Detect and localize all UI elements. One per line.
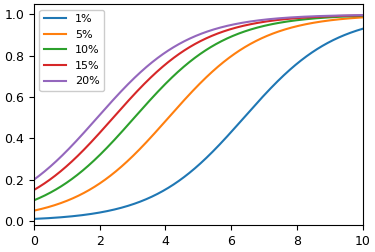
1% — [177, 179, 181, 182]
Line: 5%: 5% — [34, 17, 363, 211]
10% — [288, 20, 293, 23]
15% — [258, 21, 262, 24]
Line: 10%: 10% — [34, 16, 363, 200]
1% — [32, 217, 36, 220]
5% — [294, 25, 298, 28]
5% — [258, 38, 262, 41]
1% — [294, 63, 298, 66]
15% — [361, 14, 365, 17]
5% — [361, 16, 365, 19]
20% — [361, 14, 365, 17]
20% — [177, 43, 181, 46]
15% — [294, 17, 298, 20]
5% — [65, 199, 70, 202]
Legend: 1%, 5%, 10%, 15%, 20%: 1%, 5%, 10%, 15%, 20% — [39, 10, 104, 91]
1% — [165, 187, 169, 190]
5% — [288, 26, 293, 29]
10% — [165, 81, 169, 84]
15% — [177, 53, 181, 56]
1% — [65, 215, 70, 218]
5% — [165, 118, 169, 121]
Line: 20%: 20% — [34, 15, 363, 180]
10% — [258, 25, 262, 28]
Line: 15%: 15% — [34, 15, 363, 190]
20% — [65, 149, 70, 152]
10% — [32, 199, 36, 202]
20% — [294, 16, 298, 19]
1% — [258, 98, 262, 101]
1% — [288, 68, 293, 71]
10% — [177, 70, 181, 73]
15% — [32, 188, 36, 192]
1% — [361, 27, 365, 30]
20% — [165, 50, 169, 53]
15% — [288, 17, 293, 20]
20% — [258, 19, 262, 22]
20% — [288, 16, 293, 19]
5% — [32, 209, 36, 212]
10% — [65, 181, 70, 184]
20% — [32, 178, 36, 181]
10% — [294, 19, 298, 22]
15% — [165, 62, 169, 65]
15% — [65, 164, 70, 167]
10% — [361, 14, 365, 17]
Line: 1%: 1% — [34, 29, 363, 219]
5% — [177, 105, 181, 108]
